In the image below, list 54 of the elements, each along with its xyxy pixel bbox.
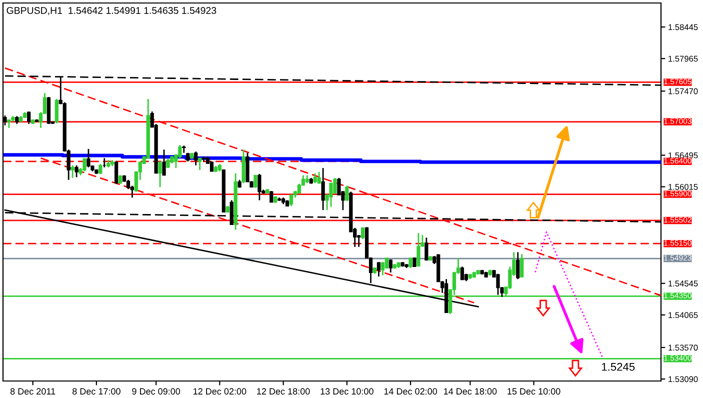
- candlestick: [162, 148, 166, 176]
- candlestick: [74, 164, 78, 178]
- candlestick: [496, 273, 500, 296]
- candlestick: [376, 261, 381, 278]
- candlestick: [333, 177, 337, 194]
- candlestick: [361, 227, 365, 240]
- candlestick: [380, 261, 385, 276]
- y-tick-label: 1.53090: [668, 376, 698, 382]
- candlestick: [114, 160, 118, 184]
- y-tick-label: 1.57470: [668, 88, 698, 94]
- candlestick: [82, 157, 86, 172]
- x-tick-label: 13 Dec 10:00: [320, 388, 374, 395]
- x-tick-label: 12 Dec 18:00: [257, 388, 310, 395]
- candlestick: [54, 98, 58, 124]
- y-tick-label: 1.56495: [668, 152, 698, 158]
- candlestick: [388, 258, 392, 274]
- candlestick: [98, 163, 102, 175]
- x-tick-label: 14 Dec 02:00: [384, 388, 438, 395]
- candlestick: [416, 232, 420, 268]
- candlestick: [516, 251, 520, 280]
- candlestick: [313, 172, 317, 184]
- y-tick-label: 1.54545: [668, 280, 698, 286]
- x-tick-label: 8 Dec 2011: [10, 388, 56, 395]
- annotation: 1.5245: [602, 362, 635, 371]
- x-tick-label: 15 Dec 10:00: [508, 388, 560, 395]
- candlestick: [258, 173, 262, 201]
- candlestick: [70, 164, 74, 179]
- y-tick-label: 1.53570: [668, 344, 698, 351]
- candlestick: [520, 253, 524, 278]
- candlestick: [424, 236, 428, 261]
- candlestick: [270, 190, 274, 203]
- candlestick: [198, 157, 202, 171]
- candlestick: [460, 266, 464, 280]
- y-tick-label: 1.57965: [668, 56, 698, 62]
- candlestick: [182, 144, 186, 154]
- candlestick: [329, 182, 333, 208]
- x-tick-label: 8 Dec 17:00: [72, 388, 120, 395]
- y-tick-label: 1.56015: [668, 184, 698, 190]
- candlestick: [289, 194, 294, 207]
- y-tick-label: 1.58445: [668, 24, 698, 30]
- candlestick: [194, 150, 198, 166]
- x-tick-label: 14 Dec 18:00: [444, 388, 497, 395]
- candlestick: [86, 148, 90, 168]
- chart-title: GBPUSD,H1 1.54642 1.54991 1.54635 1.54923: [6, 7, 216, 16]
- candlestick: [27, 110, 31, 125]
- candlestick: [317, 171, 321, 184]
- x-tick-label: 9 Dec 09:00: [132, 388, 180, 395]
- candlestick: [158, 160, 162, 188]
- y-tick-label: 1.54065: [668, 312, 698, 318]
- x-tick-label: 12 Dec 02:00: [194, 388, 246, 395]
- candlestick: [254, 174, 258, 188]
- candlestick: [345, 185, 349, 202]
- candlestick: [408, 257, 412, 269]
- candlestick: [321, 167, 325, 211]
